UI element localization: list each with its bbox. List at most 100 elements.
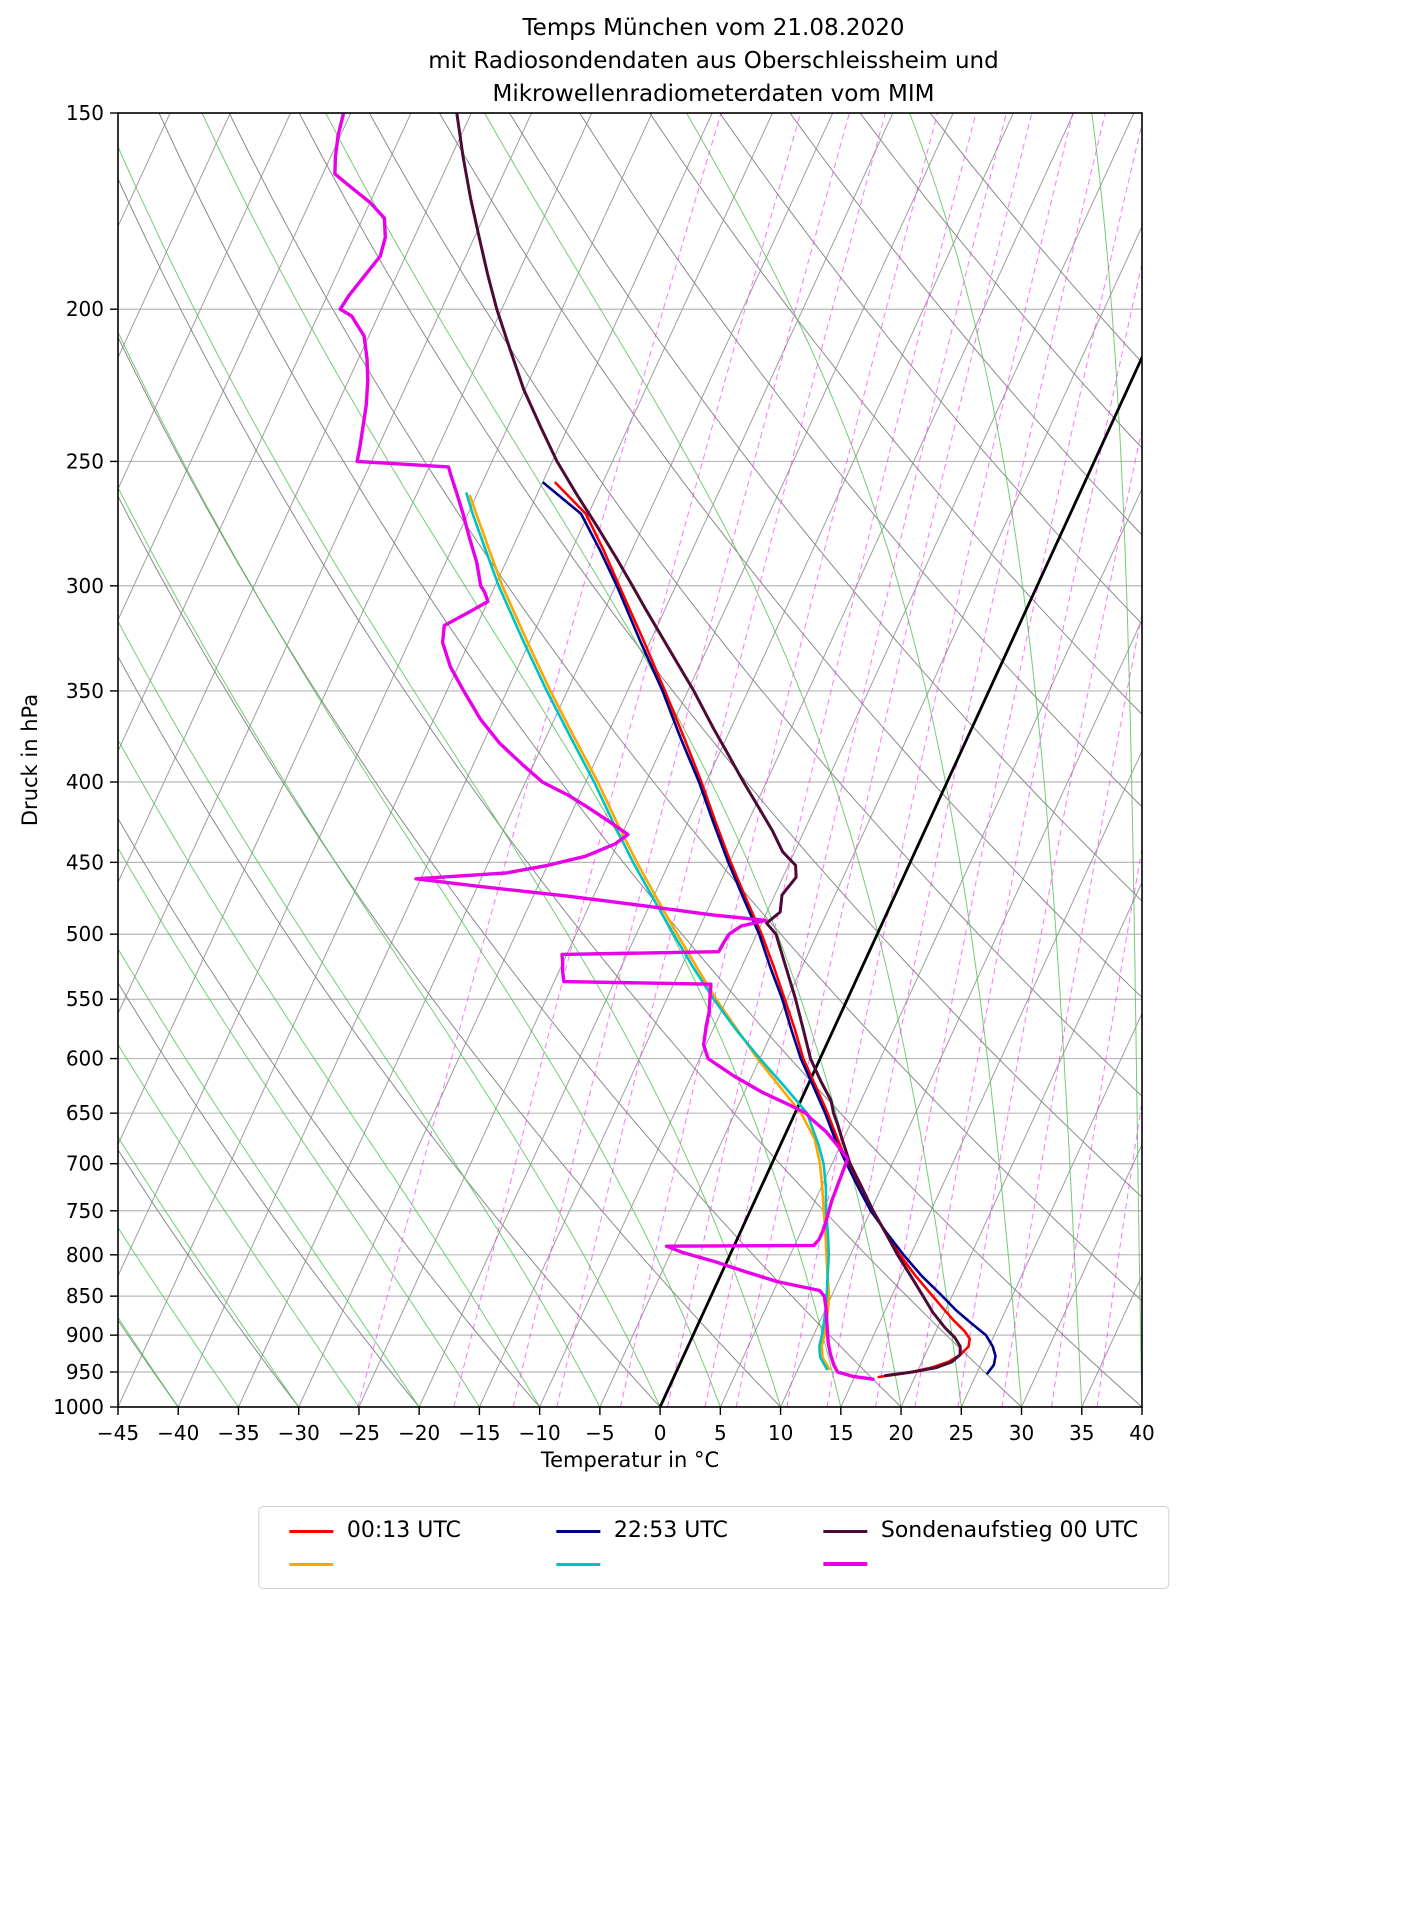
y-tick-label: 250: [66, 449, 104, 473]
mixing-ratio-line: [704, 113, 1007, 1407]
legend-line-swatch-2-1: [822, 1562, 867, 1566]
x-tick-label: 25: [949, 1421, 974, 1445]
mixing-ratio-line: [1001, 611, 1142, 1407]
dry-adiabat: [509, 113, 1142, 902]
isotherm: [780, 618, 1142, 1407]
y-tick-label: 450: [66, 850, 104, 874]
dry-adiabat: [228, 113, 1142, 1302]
dry-adiabat: [719, 113, 1142, 625]
legend-line-swatch-0-1: [288, 1562, 333, 1566]
moist-adiabat: [909, 113, 1083, 1407]
isotherm: [118, 113, 231, 359]
legend-item-2: Sondenaufstieg 00 UTC: [822, 1518, 1139, 1576]
legend-line-swatch-0-0: [288, 1529, 333, 1533]
dry-adiabat: [789, 113, 1142, 536]
dry-adiabat: [158, 113, 1142, 1407]
x-tick-label: −35: [217, 1421, 259, 1445]
legend-line-swatch-1-0: [555, 1529, 600, 1533]
zero-isotherm: [658, 354, 1142, 1407]
moist-adiabat: [118, 331, 721, 1407]
isotherm: [298, 113, 894, 1407]
x-tick-label: −30: [278, 1421, 320, 1445]
legend-row: [288, 1552, 461, 1576]
isotherm: [118, 113, 292, 491]
title-line-1: Temps München vom 21.08.2020: [522, 15, 905, 41]
y-tick-label: 650: [66, 1101, 104, 1125]
series-t_sonde: [455, 113, 962, 1378]
x-axis-label: Temperatur in °C: [540, 1448, 720, 1472]
legend-label-1: 22:53 UTC: [613, 1518, 728, 1543]
dry-adiabat: [118, 655, 661, 1407]
moist-adiabat: [118, 620, 601, 1407]
isotherm: [960, 1012, 1142, 1407]
title-line-3: Mikrowellenradiometerdaten vom MIM: [492, 81, 935, 107]
series-t_0013: [554, 481, 971, 1379]
isotherm: [118, 113, 593, 1146]
dry-adiabat: [649, 113, 1142, 715]
series-td_0013: [468, 494, 831, 1371]
mixing-ratio-line: [512, 113, 850, 1407]
y-tick-label: 950: [66, 1360, 104, 1384]
dry-adiabat: [118, 336, 902, 1407]
mixing-ratio-line: [357, 113, 722, 1407]
y-tick-label: 500: [66, 922, 104, 946]
legend-item-1: 22:53 UTC: [555, 1518, 728, 1576]
legend-row: 00:13 UTC: [288, 1519, 461, 1543]
x-tick-label: −45: [97, 1421, 139, 1445]
dry-adiabat: [118, 1148, 300, 1407]
isotherm: [478, 113, 1075, 1407]
moist-adiabat: [118, 738, 541, 1407]
isotherm: [177, 113, 773, 1407]
dry-adiabat: [438, 113, 1142, 999]
isotherm: [118, 113, 713, 1407]
legend: 00:13 UTC 22:53 UTC Sondenaufstieg 00 UTC: [257, 1506, 1170, 1589]
moist-adiabat: [201, 113, 842, 1407]
legend-row: Sondenaufstieg 00 UTC: [822, 1518, 1139, 1543]
series-t_2253: [542, 481, 997, 1375]
legend-label-2: Sondenaufstieg 00 UTC: [880, 1518, 1139, 1543]
x-tick-label: 15: [828, 1421, 853, 1445]
y-tick-label: 850: [66, 1284, 104, 1308]
moist-adiabat: [118, 145, 782, 1407]
legend-line-swatch-1-1: [555, 1562, 600, 1566]
isotherm: [418, 113, 1014, 1407]
moist-adiabat: [118, 1043, 360, 1407]
isotherm: [118, 113, 653, 1278]
mixing-ratio-line: [1096, 1098, 1142, 1407]
series-td_sonde: [333, 113, 875, 1381]
dry-adiabat: [368, 113, 1142, 1097]
skewt-plot: 1502002503003504004505005506006507007508…: [53, 101, 1427, 1445]
isotherm: [1202, 113, 1427, 1407]
moist-adiabat: [686, 113, 1022, 1407]
mixing-ratio-line: [957, 426, 1142, 1407]
x-tick-label: −5: [585, 1421, 614, 1445]
chart-title: Temps München vom 21.08.2020 mit Radioso…: [0, 12, 1427, 111]
x-tick-label: 30: [1009, 1421, 1034, 1445]
y-tick-label: 550: [66, 987, 104, 1011]
y-tick-label: 750: [66, 1199, 104, 1223]
y-tick-label: 1000: [53, 1395, 104, 1419]
plot-border: [117, 112, 1143, 1408]
dry-adiabat: [118, 981, 420, 1407]
x-tick-label: −10: [519, 1421, 561, 1445]
x-tick-label: −15: [458, 1421, 500, 1445]
axes: 1502002503003504004505005506006507007508…: [53, 101, 1155, 1445]
title-line-2: mit Radiosondendaten aus Oberschleisshei…: [428, 48, 999, 74]
mixing-ratio-line: [875, 121, 1142, 1407]
isotherm: [1263, 113, 1427, 1407]
x-tick-label: −25: [338, 1421, 380, 1445]
legend-row: [555, 1552, 728, 1576]
y-tick-label: 400: [66, 770, 104, 794]
moist-adiabat: [118, 1226, 239, 1407]
isotherm: [118, 113, 352, 622]
moist-adiabat: [325, 113, 902, 1407]
moist-adiabat: [118, 486, 661, 1407]
isotherm: [238, 113, 834, 1407]
mixing-ratio-line: [826, 113, 1106, 1407]
legend-row: 22:53 UTC: [555, 1518, 728, 1543]
isotherm: [840, 749, 1142, 1407]
data-series: [333, 113, 997, 1381]
isotherm: [900, 881, 1142, 1407]
plot-background: [118, 113, 1427, 1407]
moist-adiabat: [118, 1136, 300, 1407]
